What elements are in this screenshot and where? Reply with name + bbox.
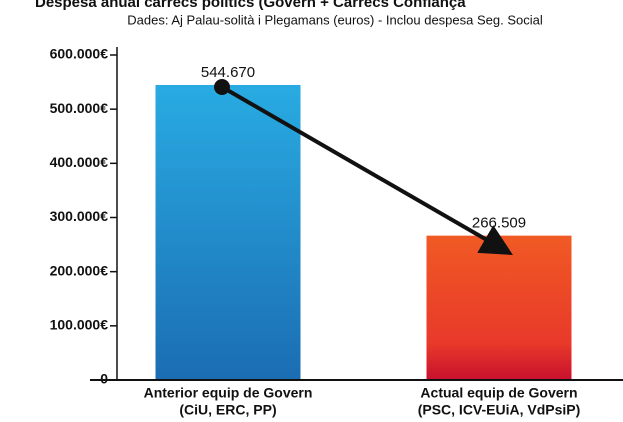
y-tick-label: 600.000€ — [50, 46, 109, 62]
value-label: 266.509 — [472, 215, 526, 232]
value-label: 544.670 — [201, 64, 255, 81]
x-tick-label: (CiU, ERC, PP) — [179, 402, 276, 418]
bar — [426, 235, 572, 380]
chart-title: Despesa anual càrrecs polítics (Govern +… — [35, 0, 466, 11]
y-tick-label: 100.000€ — [50, 317, 109, 333]
chart-subtitle: Dades: Aj Palau-solità i Plegamans (euro… — [127, 12, 543, 27]
x-tick-label: (PSC, ICV-EUiA, VdPsiP) — [418, 402, 581, 418]
arrow-start — [214, 79, 230, 95]
y-tick-label: 0 — [100, 371, 108, 387]
y-tick-label: 200.000€ — [50, 262, 109, 278]
y-tick-label: 400.000€ — [50, 154, 109, 170]
x-tick-label: Anterior equip de Govern — [144, 385, 313, 401]
trend-arrow — [220, 85, 513, 256]
y-tick-label: 500.000€ — [50, 100, 109, 116]
y-tick-label: 300.000€ — [50, 208, 109, 224]
x-tick-label: Actual equip de Govern — [420, 385, 577, 401]
bar — [155, 84, 301, 381]
